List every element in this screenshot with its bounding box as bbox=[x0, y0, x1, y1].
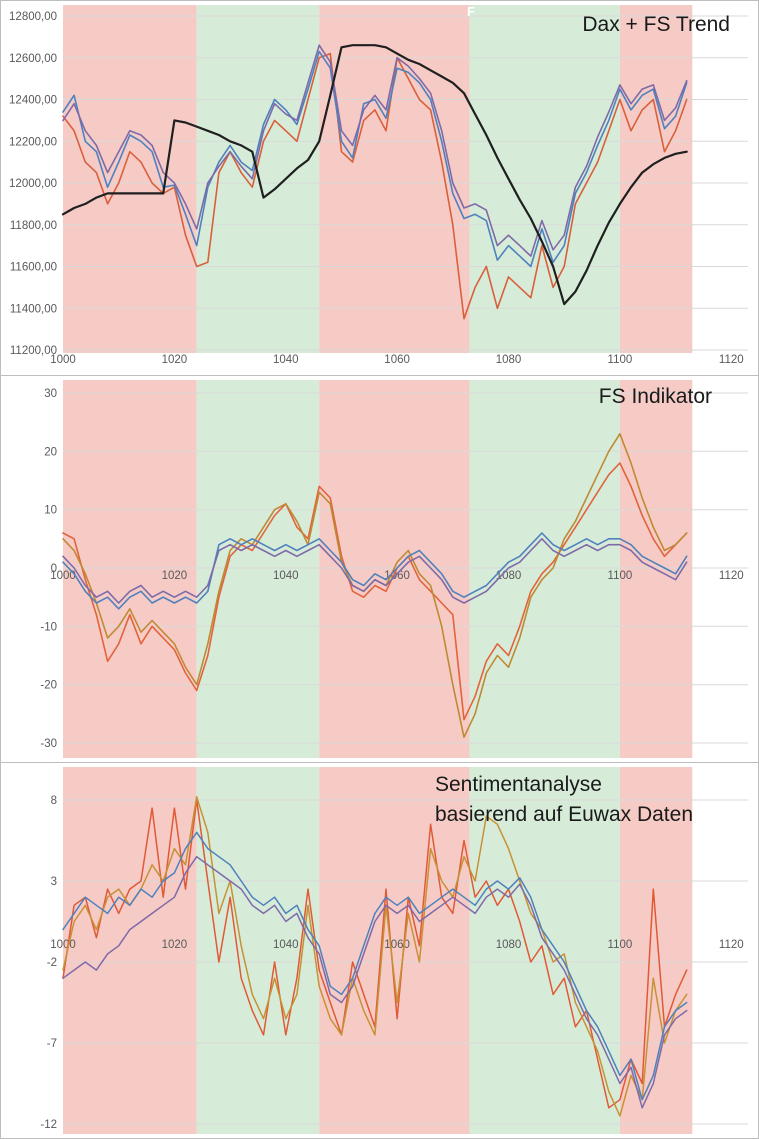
y-tick-label: 20 bbox=[44, 446, 57, 458]
band-green bbox=[469, 767, 620, 1134]
x-tick-label: 1100 bbox=[608, 570, 633, 582]
band-red bbox=[319, 767, 470, 1134]
sentimentanalyse-chart-svg: 8 3 -2 -7 -12 1000 1020 1040 1060 1080 1100 1120 bbox=[40, 767, 748, 1134]
band-green bbox=[196, 380, 320, 758]
x-tick-label: 1020 bbox=[162, 939, 188, 951]
y-tick-label: 30 bbox=[44, 388, 57, 400]
x-tick-label: 1040 bbox=[273, 570, 299, 582]
series-purple bbox=[62, 538, 688, 604]
x-tick-label: 1120 bbox=[719, 570, 744, 582]
y-tick-label: 12200,00 bbox=[9, 136, 57, 148]
chart-panel-sentimentanalyse: 8 3 -2 -7 -12 1000 1020 1040 1060 1080 1100 1120 Se… bbox=[1, 763, 758, 1138]
x-tick-label: 1040 bbox=[273, 354, 299, 366]
series-purple bbox=[62, 855, 688, 1109]
x-tick-label: 1020 bbox=[162, 570, 188, 582]
x-tick-label: 1040 bbox=[273, 939, 299, 951]
y-tick-label: -12 bbox=[40, 1119, 57, 1131]
dax-fs-trend-chart-svg: 12800,00 12600,00 12400,00 12200,00 12000,00… bbox=[9, 5, 748, 366]
y-tick-label: 11200,00 bbox=[10, 345, 57, 357]
series-gold bbox=[62, 796, 688, 1117]
x-tick-label: 1060 bbox=[384, 570, 410, 582]
y-tick-label: 12800,00 bbox=[9, 11, 57, 23]
band-red bbox=[619, 5, 693, 353]
x-tick-label: 1120 bbox=[719, 354, 744, 366]
series-blue bbox=[62, 50, 688, 268]
y-tick-label: 10 bbox=[44, 505, 57, 517]
band-red bbox=[63, 767, 197, 1134]
series-orange bbox=[62, 52, 688, 320]
stray-letter-f: F bbox=[467, 4, 475, 19]
band-red bbox=[63, 5, 197, 353]
y-tick-label: 8 bbox=[51, 795, 57, 807]
y-tick-label: 3 bbox=[51, 876, 57, 888]
series-blue bbox=[62, 831, 688, 1101]
x-tick-label: 1080 bbox=[496, 570, 522, 582]
y-tick-label: 0 bbox=[51, 563, 57, 575]
chart-panel-dax-fs-trend: 12800,00 12600,00 12400,00 12200,00 12000,00… bbox=[1, 1, 758, 376]
y-tick-label: 11600,00 bbox=[10, 262, 57, 274]
chart-panel-fs-indikator: 30 20 10 0 -10 -20 -30 1000 1020 1040 1060 1080 1100… bbox=[1, 376, 758, 763]
band-red bbox=[319, 5, 470, 353]
x-tick-label: 1060 bbox=[384, 939, 410, 951]
y-tick-label: 12600,00 bbox=[9, 53, 57, 65]
x-tick-label: 1100 bbox=[608, 939, 633, 951]
band-red bbox=[63, 380, 197, 758]
fs-indikator-chart-svg: 30 20 10 0 -10 -20 -30 1000 1020 1040 1060 1080 1100… bbox=[40, 380, 748, 758]
x-tick-label: 1020 bbox=[162, 354, 188, 366]
y-tick-label: 11800,00 bbox=[10, 220, 57, 232]
band-green bbox=[469, 380, 620, 758]
y-tick-label: -20 bbox=[40, 680, 57, 692]
x-tick-label: 1000 bbox=[50, 939, 76, 951]
y-tick-label: -2 bbox=[47, 957, 57, 969]
x-tick-label: 1000 bbox=[50, 354, 76, 366]
series-orange bbox=[62, 462, 688, 721]
x-tick-label: 1120 bbox=[719, 939, 744, 951]
x-tick-label: 1100 bbox=[608, 354, 633, 366]
series-blue bbox=[62, 532, 688, 610]
y-tick-label: -30 bbox=[40, 738, 57, 750]
y-tick-label: -7 bbox=[47, 1038, 57, 1050]
x-tick-label: 1080 bbox=[496, 354, 522, 366]
band-green bbox=[469, 5, 620, 353]
y-tick-label: 11400,00 bbox=[10, 303, 57, 315]
x-tick-label: 1000 bbox=[50, 570, 76, 582]
x-tick-label: 1080 bbox=[496, 939, 522, 951]
y-tick-label: 12000,00 bbox=[9, 178, 57, 190]
y-tick-label: 12400,00 bbox=[9, 95, 57, 107]
x-tick-label: 1060 bbox=[384, 354, 410, 366]
y-tick-label: -10 bbox=[40, 621, 57, 633]
series-fs-trend-black bbox=[61, 44, 688, 306]
